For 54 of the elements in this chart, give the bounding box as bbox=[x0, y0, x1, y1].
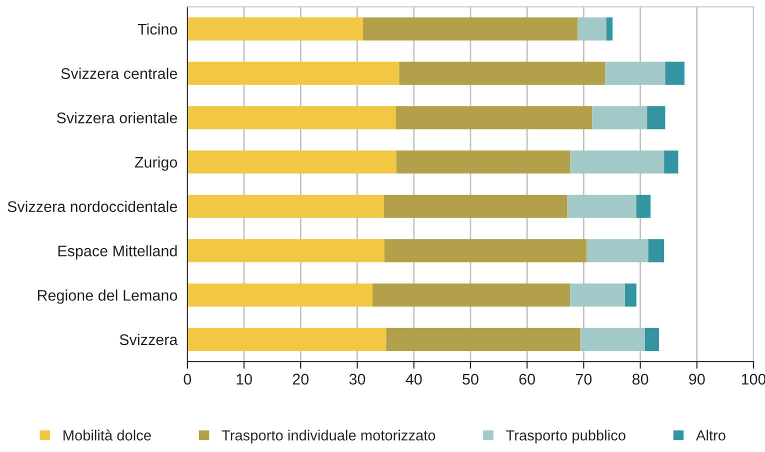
bar bbox=[665, 62, 684, 85]
bar bbox=[187, 62, 400, 85]
x-tick-label: 30 bbox=[349, 374, 366, 385]
bar bbox=[386, 328, 580, 351]
y-tick-label: Espace Mittelland bbox=[58, 245, 177, 260]
y-tick-label: Svizzera centrale bbox=[61, 68, 178, 79]
x-tick-label: 20 bbox=[292, 374, 309, 385]
y-tick-label: Ticino bbox=[138, 23, 178, 35]
legend-label: Mobilità dolce bbox=[64, 430, 151, 441]
bar bbox=[384, 194, 568, 218]
bar bbox=[580, 328, 645, 351]
x-tick-label: 10 bbox=[236, 374, 252, 385]
x-tick-label: 60 bbox=[519, 374, 535, 385]
y-tick-label: Svizzera nordoccidentale bbox=[8, 200, 178, 212]
bar bbox=[396, 106, 592, 130]
bar bbox=[625, 284, 636, 307]
x-tick-label: 0 bbox=[184, 374, 192, 385]
bar bbox=[187, 284, 373, 307]
x-tick-label: 80 bbox=[632, 374, 648, 385]
y-tick-label: Svizzera bbox=[120, 334, 178, 346]
bar bbox=[396, 150, 570, 174]
bar bbox=[570, 284, 626, 307]
bar bbox=[570, 150, 664, 174]
bar bbox=[187, 150, 396, 174]
bar bbox=[648, 239, 664, 262]
bar bbox=[577, 17, 606, 40]
bar bbox=[187, 194, 384, 218]
y-tick-label: Svizzera orientale bbox=[56, 112, 178, 124]
bar bbox=[567, 194, 636, 218]
bar bbox=[187, 17, 363, 40]
bar bbox=[664, 150, 678, 174]
x-tick-label: 50 bbox=[462, 374, 478, 385]
bar bbox=[362, 17, 578, 40]
bar bbox=[605, 62, 666, 85]
bar bbox=[647, 106, 666, 130]
y-tick-label: Zurigo bbox=[134, 156, 178, 171]
bar bbox=[586, 239, 648, 262]
bar bbox=[592, 106, 648, 130]
bar bbox=[372, 284, 570, 307]
x-tick-label: 90 bbox=[689, 374, 705, 385]
legend-label: Trasporto individuale motorizzato bbox=[222, 430, 436, 444]
legend-label: Trasporto pubblico bbox=[506, 430, 626, 444]
bar bbox=[187, 106, 396, 130]
legend-label: Altro bbox=[696, 430, 726, 441]
bar bbox=[636, 194, 650, 218]
bar bbox=[644, 328, 659, 351]
x-tick-label: 70 bbox=[576, 374, 592, 385]
bar bbox=[384, 239, 587, 262]
bar bbox=[606, 17, 613, 40]
x-tick-label: 40 bbox=[406, 374, 422, 385]
bar bbox=[187, 328, 386, 351]
bar bbox=[187, 239, 384, 262]
y-tick-label: Regione del Lemano bbox=[38, 290, 178, 304]
bar bbox=[399, 62, 606, 85]
